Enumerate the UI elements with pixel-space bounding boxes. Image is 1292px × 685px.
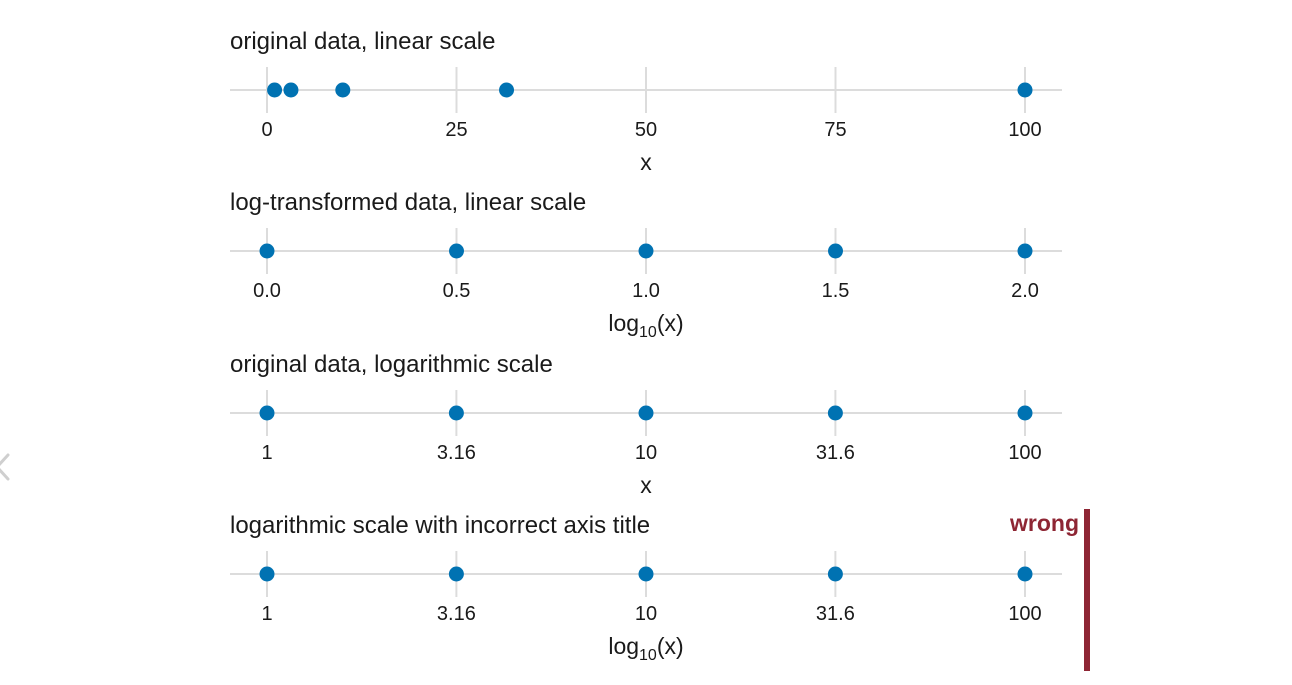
- tick-label: 1.5: [822, 280, 850, 302]
- panel-title: original data, logarithmic scale: [230, 351, 553, 378]
- tick-label: 3.16: [437, 442, 476, 464]
- tick-label: 1: [261, 603, 272, 625]
- data-point: [638, 243, 654, 259]
- data-point: [1017, 566, 1033, 582]
- data-point: [828, 243, 843, 259]
- axis-title: x: [640, 149, 652, 175]
- tick-label: 100: [1008, 442, 1041, 464]
- panel-1: original data, linear scale 0 25 50 75 100 x: [230, 28, 1062, 175]
- tick-label: 0: [261, 119, 272, 141]
- data-point: [259, 405, 275, 421]
- data-point: [638, 566, 654, 582]
- tick-label: 50: [635, 119, 657, 141]
- data-point: [1017, 405, 1033, 421]
- panel-title: logarithmic scale with incorrect axis ti…: [230, 512, 650, 539]
- tick-label: 2.0: [1011, 280, 1039, 302]
- data-point: [283, 82, 299, 98]
- data-point: [499, 82, 515, 98]
- tick-label: 3.16: [437, 603, 476, 625]
- chevron-left-icon[interactable]: [0, 452, 10, 482]
- tick-label: 31.6: [816, 442, 855, 464]
- wrong-bar: [1084, 509, 1090, 671]
- tick-label: 100: [1008, 603, 1041, 625]
- axis-title: log10(x): [608, 310, 683, 341]
- tick-label: 10: [635, 442, 657, 464]
- data-point: [1017, 82, 1033, 98]
- data-point: [267, 82, 283, 98]
- wrong-annotation: wrong: [1009, 510, 1079, 536]
- panel-2: log-transformed data, linear scale 0.0 0.5…: [230, 189, 1062, 341]
- panel-3: original data, logarithmic scale 1 3.16 10 3…: [230, 351, 1062, 498]
- tick-label: 0.5: [443, 280, 471, 302]
- tick-label: 25: [445, 119, 467, 141]
- data-point: [827, 566, 843, 582]
- panel-title: log-transformed data, linear scale: [230, 189, 586, 216]
- data-point: [335, 82, 351, 98]
- tick-label: 1: [261, 442, 272, 464]
- tick-label: 0.0: [253, 280, 281, 302]
- data-point: [827, 405, 843, 421]
- axis-title: log10(x): [608, 633, 683, 664]
- data-point: [259, 243, 275, 259]
- tick-label: 31.6: [816, 603, 855, 625]
- tick-label: 10: [635, 603, 657, 625]
- tick-label: 100: [1008, 119, 1041, 141]
- data-point: [638, 405, 654, 421]
- panel-title: original data, linear scale: [230, 28, 496, 55]
- tick-label: 1.0: [632, 280, 660, 302]
- data-point: [449, 243, 464, 259]
- axis-title: x: [640, 472, 652, 498]
- data-point: [1017, 243, 1033, 259]
- data-point: [259, 566, 275, 582]
- data-point: [448, 405, 464, 421]
- panel-4: logarithmic scale with incorrect axis ti…: [230, 509, 1090, 671]
- data-point: [448, 566, 464, 582]
- tick-label: 75: [824, 119, 846, 141]
